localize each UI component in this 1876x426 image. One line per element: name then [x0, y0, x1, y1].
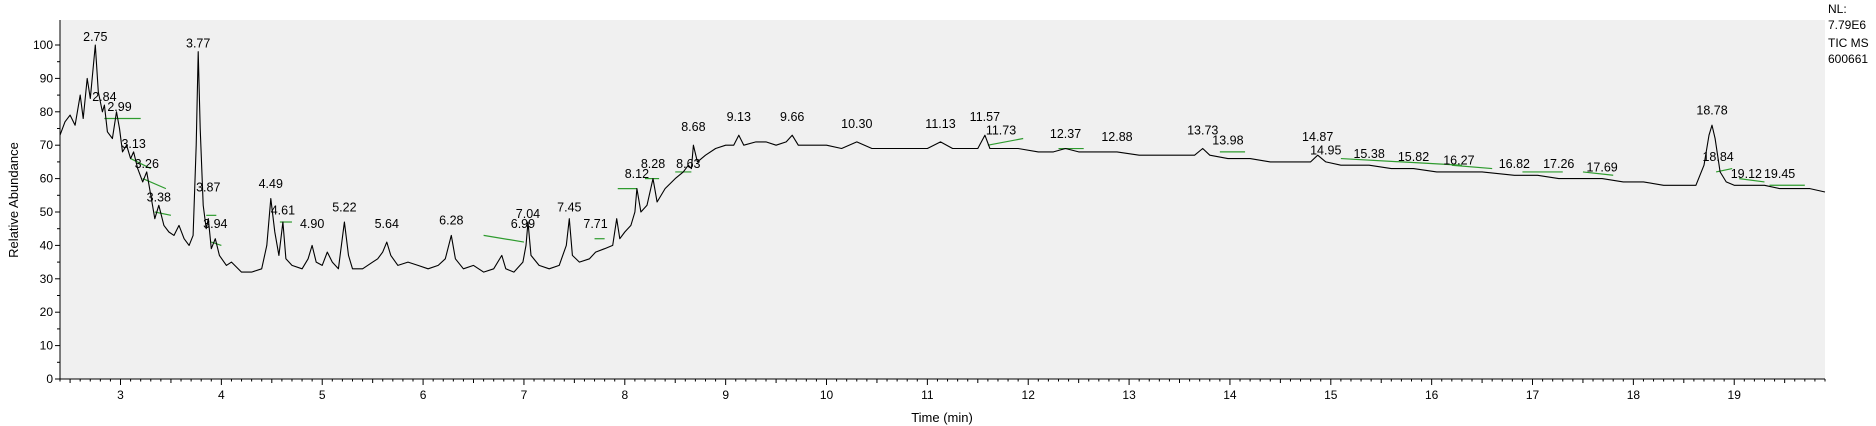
peak-label: 18.84 [1702, 150, 1733, 164]
x-tick-label: 11 [921, 388, 934, 402]
peak-label: 3.77 [186, 37, 210, 51]
normalization-value: 7.79E6 [1828, 18, 1867, 32]
peak-label: 11.73 [986, 124, 1016, 138]
peak-label: 14.87 [1302, 130, 1333, 144]
peak-label: 4.90 [300, 217, 324, 231]
peak-label: 3.38 [147, 190, 171, 204]
peak-label: 8.68 [681, 120, 705, 134]
x-tick-label: 16 [1425, 388, 1439, 402]
peak-label: 2.84 [92, 90, 116, 104]
peak-label: 4.61 [271, 204, 295, 218]
y-axis-label: Relative Abundance [6, 142, 21, 258]
y-tick-label: 10 [40, 339, 54, 353]
x-tick-label: 14 [1223, 388, 1237, 402]
x-tick-label: 9 [722, 388, 729, 402]
peak-label: 5.22 [332, 200, 356, 214]
peak-label: 7.45 [557, 200, 581, 214]
peak-label: 12.37 [1050, 127, 1081, 141]
y-axis-ticks: 0 10 20 30 40 50 60 70 80 90 100 [33, 38, 60, 386]
peak-label: 11.57 [970, 110, 1000, 124]
plot-area [60, 20, 1825, 379]
peak-label: 6.99 [511, 217, 535, 231]
y-tick-label: 0 [46, 372, 53, 386]
integration-baseline [1451, 164, 1493, 170]
peak-label: 8.28 [641, 157, 665, 171]
peak-label: 19.45 [1764, 167, 1795, 181]
peak-label: 17.26 [1543, 157, 1574, 171]
peak-label: 16.27 [1443, 154, 1474, 168]
peak-label: 10.30 [841, 117, 872, 131]
peak-label: 19.12 [1731, 167, 1762, 181]
peak-label: 2.99 [107, 100, 131, 114]
scan-filter-label: TIC MS [1828, 36, 1869, 50]
y-tick-label: 60 [40, 172, 54, 186]
integration-baseline [987, 137, 1024, 146]
peak-label: 4.49 [259, 177, 283, 191]
y-tick-label: 90 [40, 71, 54, 85]
integration-baseline [1340, 157, 1462, 166]
peak-label: 15.38 [1353, 147, 1384, 161]
peak-label: 15.82 [1398, 150, 1429, 164]
integration-baseline [1715, 167, 1733, 173]
peak-label: 8.63 [676, 157, 700, 171]
normalization-label: NL: [1828, 2, 1847, 16]
x-tick-label: 7 [521, 388, 528, 402]
x-tick-label: 15 [1324, 388, 1338, 402]
sample-id: 600661 [1828, 52, 1869, 66]
integration-baseline [130, 158, 152, 170]
peak-label: 8.12 [625, 167, 649, 181]
peak-label: 7.71 [583, 217, 607, 231]
peak-label: 3.94 [203, 217, 227, 231]
integration-baseline [483, 234, 525, 243]
y-tick-label: 20 [40, 305, 54, 319]
peak-label: 17.69 [1586, 160, 1617, 174]
x-tick-label: 12 [1022, 388, 1036, 402]
y-tick-label: 80 [40, 105, 54, 119]
peak-label: 9.66 [780, 110, 804, 124]
y-tick-label: 100 [33, 38, 53, 52]
integration-baseline [1582, 171, 1614, 176]
peak-label: 12.88 [1101, 130, 1132, 144]
x-tick-label: 8 [621, 388, 628, 402]
peak-label: 2.75 [83, 30, 107, 44]
x-tick-label: 3 [117, 388, 124, 402]
peak-label: 9.13 [727, 110, 751, 124]
peak-label: 3.13 [121, 137, 145, 151]
peak-label: 11.13 [925, 117, 955, 131]
peak-label: 13.98 [1212, 134, 1243, 148]
peak-label: 3.87 [196, 180, 220, 194]
x-tick-label: 5 [319, 388, 326, 402]
peak-label: 3.26 [135, 157, 159, 171]
y-tick-label: 50 [40, 205, 54, 219]
peak-label: 6.28 [439, 214, 463, 228]
x-tick-label: 6 [420, 388, 427, 402]
x-axis-ticks: 3 4 5 6 7 8 9 10 11 12 13 14 15 16 17 18 19 [59, 379, 1826, 402]
x-tick-label: 4 [218, 388, 225, 402]
peak-label: 5.64 [375, 217, 399, 231]
integration-baseline [1739, 178, 1765, 183]
integration-baseline [154, 211, 172, 216]
peak-labels: 2.75 2.842.99 3.13 3.26 3.38 3.77 3.87 3.94 4.49… [83, 30, 1795, 231]
integration-baselines [104, 117, 1805, 246]
x-tick-label: 10 [820, 388, 834, 402]
integration-baseline [142, 178, 167, 190]
peak-label: 18.78 [1696, 103, 1727, 117]
y-tick-label: 40 [40, 238, 54, 252]
peak-label: 7.04 [516, 207, 540, 221]
peak-label: 16.82 [1499, 157, 1530, 171]
x-tick-label: 13 [1122, 388, 1136, 402]
x-tick-label: 19 [1728, 388, 1742, 402]
x-tick-label: 18 [1627, 388, 1641, 402]
y-tick-label: 30 [40, 272, 54, 286]
y-tick-label: 70 [40, 138, 54, 152]
peak-label: 13.73 [1187, 124, 1218, 138]
x-tick-label: 17 [1526, 388, 1540, 402]
tic-trace-line [59, 44, 1826, 273]
x-axis-label: Time (min) [911, 410, 973, 425]
peak-label: 14.95 [1310, 144, 1341, 158]
